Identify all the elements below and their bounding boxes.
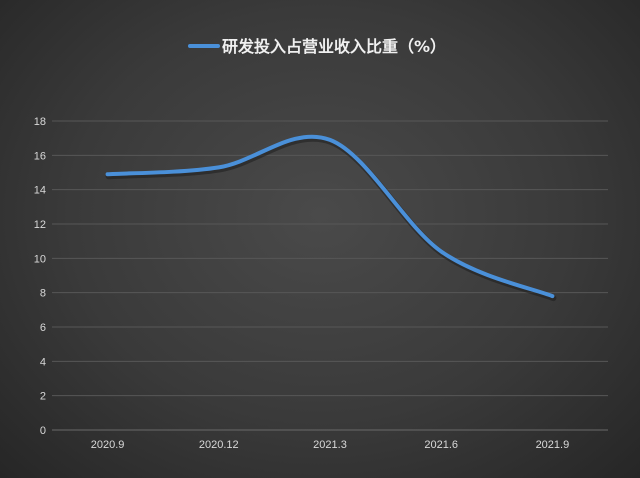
y-tick-label: 10 xyxy=(34,253,46,265)
y-tick-label: 0 xyxy=(40,425,46,437)
y-axis: 0 2 4 6 8 10 12 14 16 18 xyxy=(34,116,46,437)
legend-label: 研发投入占营业收入比重（%） xyxy=(222,37,446,56)
x-tick-label: 2020.12 xyxy=(199,439,239,451)
y-tick-label: 12 xyxy=(34,219,46,231)
x-tick-label: 2021.9 xyxy=(536,439,570,451)
legend: 研发投入占营业收入比重（%） xyxy=(188,37,446,56)
x-axis: 2020.9 2020.12 2021.3 2021.6 2021.9 xyxy=(91,439,569,451)
y-tick-label: 8 xyxy=(40,288,46,300)
y-tick-label: 16 xyxy=(34,150,46,162)
y-tick-label: 4 xyxy=(40,356,46,368)
gridlines xyxy=(52,120,608,431)
y-tick-label: 6 xyxy=(40,322,46,334)
y-tick-label: 14 xyxy=(34,185,46,197)
series-line xyxy=(105,134,555,299)
x-tick-label: 2021.3 xyxy=(313,439,347,451)
y-tick-label: 18 xyxy=(34,116,46,128)
y-tick-label: 2 xyxy=(40,391,46,403)
x-tick-label: 2021.6 xyxy=(424,439,458,451)
series-lines xyxy=(105,134,557,302)
x-tick-label: 2020.9 xyxy=(91,439,125,451)
